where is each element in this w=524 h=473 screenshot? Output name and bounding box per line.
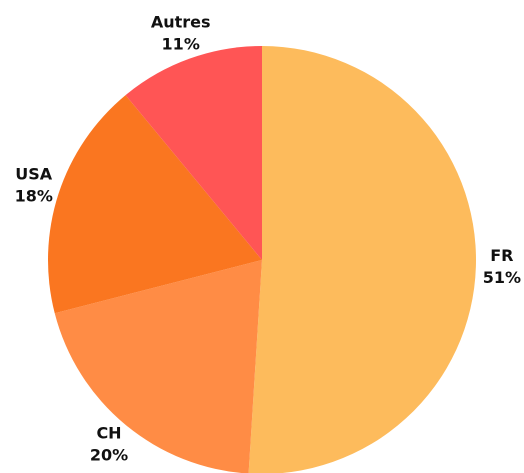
slice-label: Autres bbox=[151, 13, 211, 32]
slice-value-label: 51% bbox=[483, 268, 521, 287]
pie-slice bbox=[54, 260, 262, 473]
slice-label: FR bbox=[490, 246, 513, 265]
slice-label: USA bbox=[15, 164, 53, 183]
slice-value-label: 11% bbox=[162, 35, 200, 54]
slice-value-label: 18% bbox=[15, 186, 53, 205]
pie-slice bbox=[48, 95, 262, 314]
slice-label: CH bbox=[96, 423, 121, 442]
pie-slice bbox=[248, 46, 476, 473]
slice-value-label: 20% bbox=[90, 445, 128, 464]
pie-slice bbox=[125, 46, 262, 260]
